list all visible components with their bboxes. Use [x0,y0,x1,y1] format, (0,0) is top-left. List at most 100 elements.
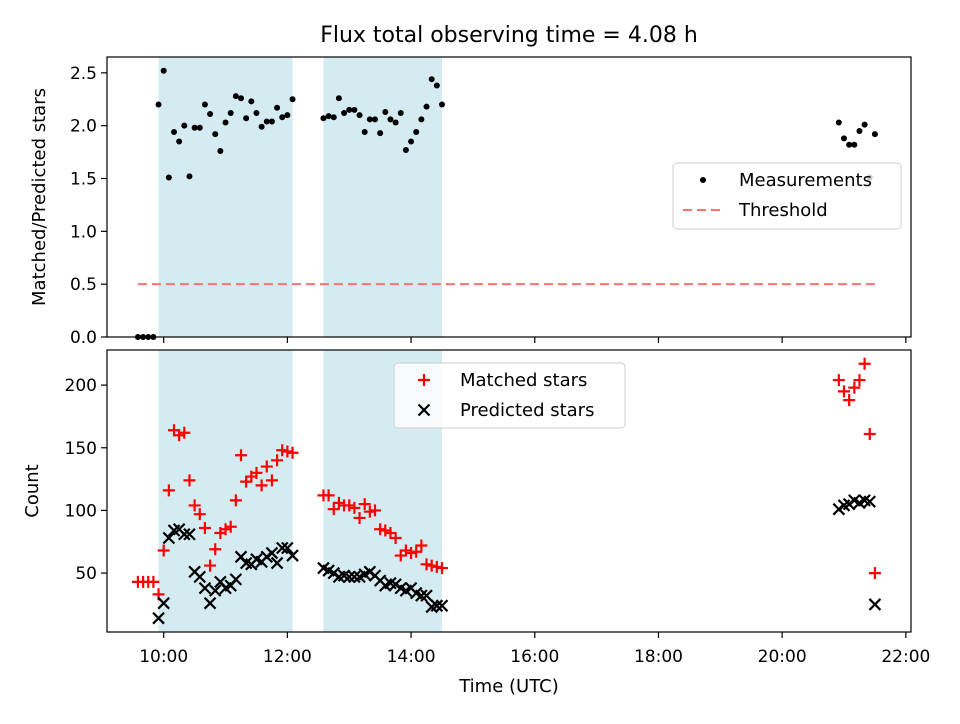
top-point-measurements [356,112,363,119]
bottom-point-matched-stars [193,508,206,521]
bottom-point-matched-stars [868,567,881,580]
top-point-measurements [841,135,847,142]
top-point-measurements [402,146,409,153]
bottom-point-matched-stars [276,444,289,457]
top-point-measurements [253,110,260,116]
top-point-measurements [361,129,368,136]
bottom-point-matched-stars [235,449,247,462]
bottom-point-predicted-stars [348,570,361,584]
bottom-legend-label: Matched stars [460,370,587,391]
top-axes-frame [106,56,912,338]
bottom-point-matched-stars [322,489,335,502]
bottom-point-matched-stars [265,474,278,487]
bottom-point-predicted-stars [198,581,212,595]
top-point-measurements [341,110,348,116]
top-point-measurements [196,124,203,131]
bottom-point-predicted-stars [270,556,284,570]
top-point-measurements [851,141,858,148]
bottom-point-predicted-stars [342,570,356,584]
bottom-point-predicted-stars [229,573,243,586]
bottom-point-matched-stars [848,381,861,394]
bottom-y-axis-label: Count [22,464,43,517]
top-panel: 0.0 0.5 1.0 1.5 2.0 2.5 Matched/Predicted star… [29,56,912,348]
top-point-measurements [227,110,234,116]
top-point-measurements [428,76,435,83]
top-point-measurements [181,122,188,129]
top-point-measurements [433,82,440,89]
top-point-measurements [207,111,214,118]
x-tick-label: 22:00 [881,647,930,667]
bottom-point-matched-stars [157,544,170,557]
bottom-point-predicted-stars [183,527,196,541]
bottom-point-matched-stars [204,559,217,572]
top-point-measurements [212,131,219,138]
bottom-point-matched-stars [430,560,443,573]
top-point-measurements [382,108,389,115]
bottom-point-matched-stars [209,543,222,556]
bottom-point-predicted-stars [178,527,191,541]
top-point-measurements [346,106,353,113]
x-tick-label: 18:00 [634,647,683,667]
top-point-measurements [418,116,425,123]
top-point-measurements [191,124,198,131]
bottom-point-predicted-stars [435,599,449,612]
top-point-measurements [408,138,415,145]
top-point-measurements [160,67,167,74]
top-point-measurements [217,148,224,155]
top-point-measurements [372,116,378,123]
top-point-measurements [377,130,384,137]
top-point-measurements [861,121,868,128]
bottom-point-predicted-stars [275,541,289,555]
top-point-measurements [274,104,281,111]
bottom-point-matched-stars [173,429,186,442]
bottom-shaded-interval-0 [158,350,293,632]
bottom-point-matched-stars [436,562,448,575]
bottom-point-matched-stars [410,545,423,558]
top-point-measurements [243,115,250,122]
bottom-point-matched-stars [332,496,345,509]
x-tick-label: 12:00 [263,647,312,667]
top-point-measurements [423,103,430,110]
top-point-measurements [258,123,265,130]
top-legend-swatch [700,177,706,183]
bottom-point-matched-stars [162,484,175,497]
bottom-point-predicted-stars [208,584,222,597]
bottom-y-tick-label: 100 [65,501,97,521]
top-point-measurements [835,119,842,126]
top-y-axis-label: Matched/Predicted stars [29,88,50,306]
bottom-point-matched-stars [271,454,284,467]
bottom-point-predicted-stars [265,546,279,560]
bottom-point-predicted-stars [203,596,217,610]
bottom-point-predicted-stars [157,596,170,610]
bottom-point-matched-stars [843,394,856,407]
bottom-point-matched-stars [224,520,237,533]
chart-title: Flux total observing time = 4.08 h [320,23,698,48]
top-point-measurements [351,106,358,113]
top-point-measurements [335,95,342,102]
top-point-measurements [289,96,296,103]
bottom-point-matched-stars [358,498,371,511]
top-y-tick-label: 2.5 [70,64,97,84]
top-point-measurements [387,116,394,123]
top-point-measurements [366,116,373,123]
top-point-measurements [176,138,183,145]
top-y-tick-label: 1.5 [70,170,97,190]
top-point-measurements [248,98,255,105]
bottom-point-predicted-stars [868,598,882,611]
bottom-point-matched-stars [853,374,866,387]
top-y-tick-label: 1.0 [70,222,97,242]
top-point-measurements [201,101,208,108]
bottom-point-matched-stars [327,503,340,516]
top-y-tick-label: 0.5 [70,275,97,295]
bottom-y-tick-label: 150 [65,439,97,459]
bottom-point-predicted-stars [415,589,428,602]
bottom-legend-label: Predicted stars [460,400,594,421]
bottom-point-predicted-stars [863,495,877,508]
top-point-measurements [268,118,275,125]
bottom-point-matched-stars [286,446,299,459]
top-point-measurements [846,141,853,148]
top-point-measurements [330,114,337,121]
top-point-measurements [165,174,172,181]
top-y-tick-label: 0.0 [70,328,97,348]
